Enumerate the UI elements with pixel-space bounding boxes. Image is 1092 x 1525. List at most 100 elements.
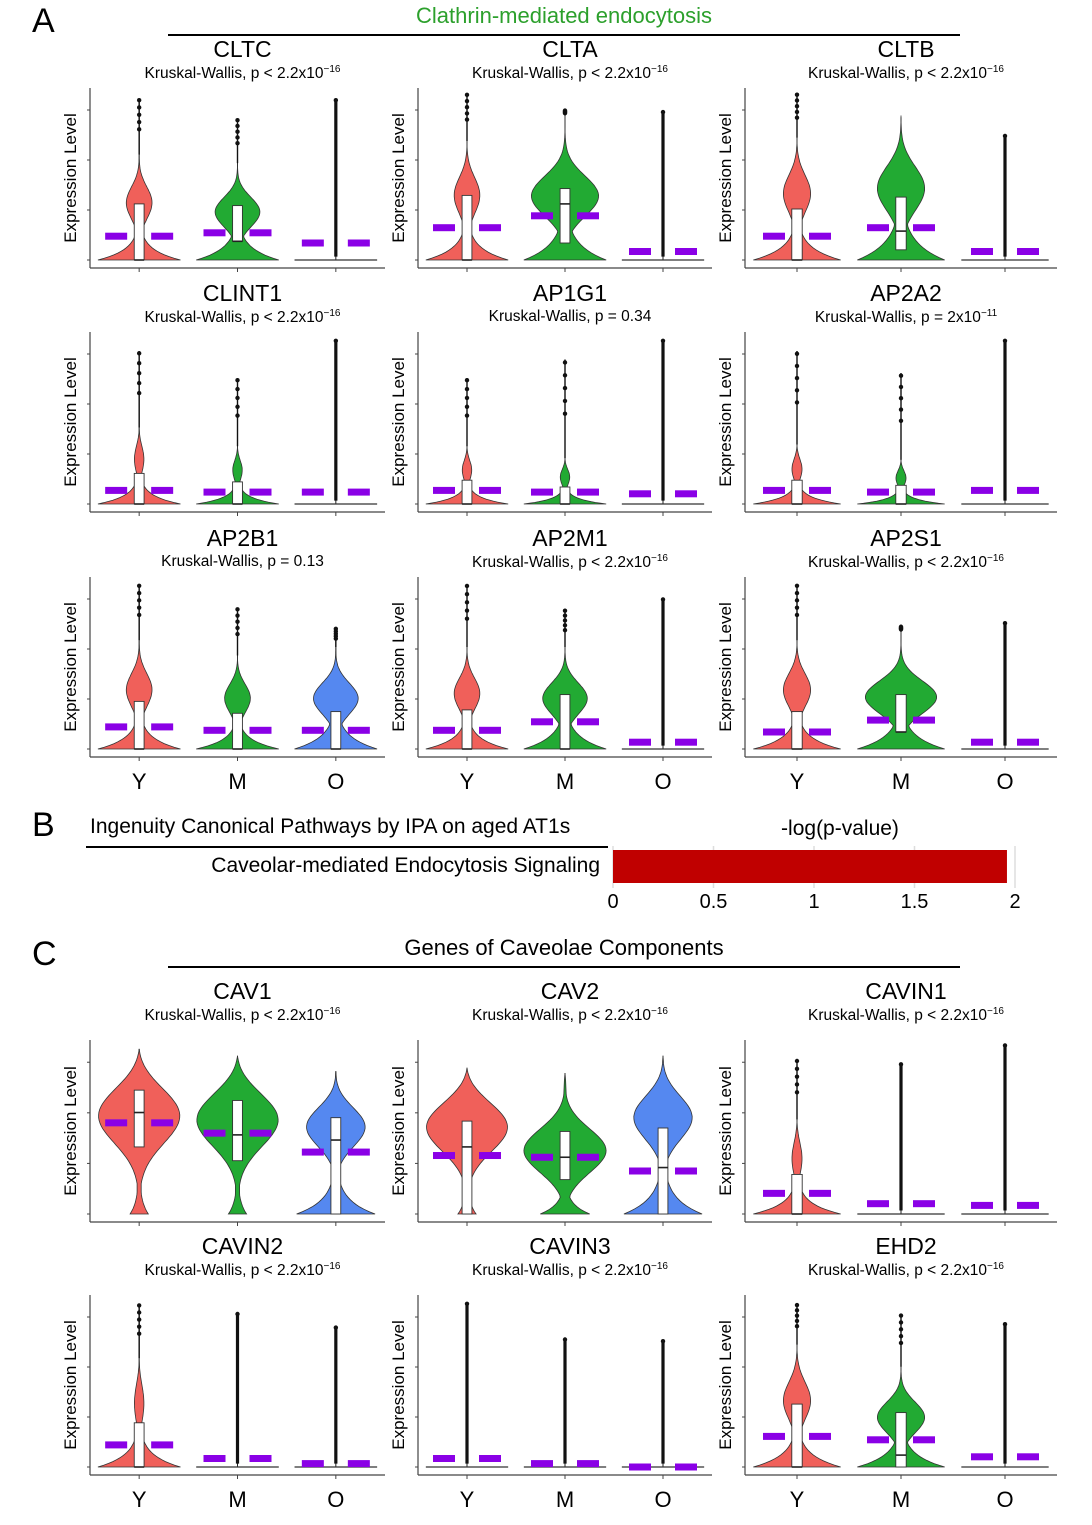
outlier-point [562, 623, 568, 628]
x-tick-label: M [556, 1487, 574, 1512]
outlier-point [136, 390, 142, 396]
outlier-point [464, 404, 470, 409]
violin-o [961, 1043, 1049, 1215]
mean-marker-left [629, 738, 651, 746]
mean-marker-left [629, 1463, 651, 1471]
violin-o [961, 1322, 1049, 1468]
violin-o [294, 626, 378, 750]
mean-marker-left [763, 486, 785, 494]
ipa-x-tick-label: 1 [808, 891, 820, 913]
x-tick-label: O [996, 769, 1013, 794]
gene-title: CLTA [542, 36, 598, 62]
outlier-point [660, 597, 666, 602]
mean-marker-left [105, 723, 128, 731]
kruskal-wallis-stat: Kruskal-Wallis, p < 2.2x10−16 [144, 64, 341, 83]
x-tick-label: O [996, 1487, 1013, 1512]
box [330, 1117, 342, 1215]
mean-marker-left [629, 1167, 651, 1175]
x-tick-label: M [228, 769, 246, 794]
mean-marker-right [479, 1455, 501, 1462]
mean-marker-right [1017, 738, 1039, 746]
x-tick-label: Y [460, 1487, 475, 1512]
panel-letter-b: B [32, 806, 55, 844]
outlier-point [235, 413, 240, 418]
box [559, 694, 571, 750]
outlier-point [898, 1340, 904, 1346]
mean-marker-left [433, 1455, 455, 1462]
mean-marker-right [479, 1152, 501, 1160]
outlier-point [794, 388, 800, 393]
outlier-point [464, 1301, 470, 1306]
mean-marker-right [913, 488, 935, 496]
gene-title: CLTB [877, 36, 935, 62]
gene-title: AP2M1 [532, 525, 608, 551]
mean-marker-left [105, 1119, 128, 1127]
outlier-point [794, 1313, 800, 1318]
violin-plot-ap2s1: AP2S1 Kruskal-Wallis, p < 2.2x10−16 Expres… [715, 525, 1067, 807]
outlier-point [898, 1313, 904, 1318]
violin-plot-cltb: CLTB Kruskal-Wallis, p < 2.2x10−16 Express… [715, 36, 1067, 318]
outlier-point [464, 600, 470, 605]
violin-canvas: Expression Level [61, 88, 385, 272]
box [232, 205, 243, 242]
mean-marker-left [301, 1148, 324, 1156]
outlier-point [333, 1325, 339, 1330]
outlier-point [136, 605, 142, 610]
violin-m [523, 1337, 607, 1468]
mean-marker-left [203, 1455, 226, 1462]
outlier-point [1002, 133, 1008, 139]
violin-m [857, 373, 945, 505]
outlier-point [464, 583, 470, 589]
violin-canvas: Expression Level Y M O [716, 1295, 1057, 1512]
mean-marker-right [151, 723, 174, 731]
outlier-point [562, 385, 568, 391]
outlier-point [898, 396, 904, 401]
kruskal-wallis-stat: Kruskal-Wallis, p = 0.13 [161, 553, 324, 570]
panel-letter-c: C [32, 935, 57, 973]
violin-canvas: Expression Level [61, 332, 385, 516]
violin-m [196, 1055, 279, 1215]
violin-o [621, 597, 705, 750]
mean-marker-left [629, 490, 651, 498]
y-axis-label: Expression Level [61, 113, 80, 242]
box [791, 1173, 803, 1215]
outlier-point [136, 1324, 142, 1329]
violin-canvas: Expression Level Y M O [389, 1295, 712, 1512]
mean-marker-right [347, 239, 370, 247]
outlier-point [464, 98, 470, 104]
outlier-point [562, 398, 568, 404]
box [895, 694, 907, 733]
outlier-point [235, 613, 240, 618]
gene-title: EHD2 [875, 1233, 937, 1259]
mean-marker-left [867, 488, 889, 496]
outlier-point [794, 1058, 800, 1064]
outlier-point [898, 1327, 904, 1332]
box [133, 1422, 145, 1468]
panel-a-title: Clathrin-mediated endocytosis [416, 3, 712, 28]
outlier-point [898, 1333, 904, 1339]
violin-m [196, 1311, 279, 1468]
violin-o [621, 1339, 705, 1471]
mean-marker-right [151, 232, 174, 240]
x-tick-label: M [228, 1487, 246, 1512]
box [791, 479, 803, 505]
x-tick-label: O [654, 769, 671, 794]
mean-marker-left [971, 1201, 993, 1209]
outlier-point [235, 135, 240, 140]
y-axis-label: Expression Level [716, 602, 735, 731]
box [232, 712, 243, 750]
outlier-point [333, 98, 339, 103]
kruskal-wallis-stat: Kruskal-Wallis, p < 2.2x10−16 [807, 1261, 1004, 1280]
mean-marker-left [203, 229, 226, 237]
mean-marker-right [809, 1189, 831, 1197]
violin-m [857, 624, 945, 750]
mean-marker-left [301, 239, 324, 247]
violin-m [196, 118, 279, 261]
outlier-point [794, 109, 800, 115]
violin-y [753, 583, 841, 750]
violin-plot-clint1: CLINT1 Kruskal-Wallis, p < 2.2x10−16 Expre… [60, 280, 395, 562]
outlier-point [464, 117, 470, 122]
violin-body [294, 646, 378, 750]
outlier-point [136, 1317, 142, 1322]
x-tick-label: Y [460, 769, 475, 794]
